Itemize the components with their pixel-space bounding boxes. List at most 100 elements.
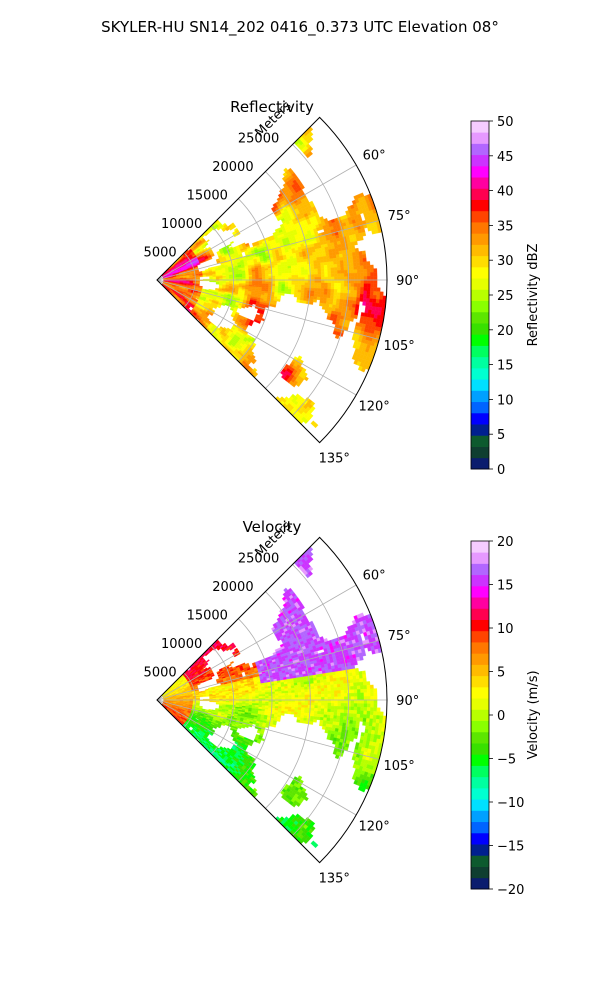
colorbar-swatch	[471, 424, 489, 436]
colorbar-swatch	[471, 563, 489, 575]
colorbar-swatch	[471, 833, 489, 845]
colorbar-swatch	[471, 379, 489, 391]
colorbar-swatch	[471, 844, 489, 856]
azimuth-tick-label: 60°	[363, 149, 386, 164]
colorbar-swatch	[471, 620, 489, 632]
azimuth-tick-label: 135°	[319, 871, 350, 886]
azimuth-tick-label: 120°	[358, 819, 389, 834]
colorbar-swatch	[471, 777, 489, 789]
colorbar-tick-label: −10	[497, 796, 524, 811]
colorbar-swatch	[471, 357, 489, 369]
colorbar-tick-label: 20	[497, 324, 514, 339]
colorbar-swatch	[471, 222, 489, 234]
range-tick-label: 5000	[144, 666, 177, 681]
azimuth-tick-label: 105°	[383, 339, 414, 354]
colorbar-swatch	[471, 810, 489, 822]
colorbar-tick-label: 35	[497, 219, 514, 234]
colorbar-tick-label: 15	[497, 579, 514, 594]
azimuth-tick-label: 135°	[319, 451, 350, 466]
colorbar-swatch	[471, 608, 489, 620]
colorbar-swatch	[471, 788, 489, 800]
colorbar-swatch	[471, 867, 489, 879]
colorbar-swatch	[471, 855, 489, 867]
colorbar-swatch	[471, 166, 489, 178]
colorbar-swatch	[471, 732, 489, 744]
azimuth-tick-label: 75°	[388, 209, 411, 224]
colorbar-swatch	[471, 121, 489, 133]
colorbar-swatch	[471, 278, 489, 290]
colorbar-label: Reflectivity dBZ	[526, 244, 541, 347]
colorbar-tick-label: 50	[497, 115, 514, 130]
colorbar-swatch	[471, 289, 489, 301]
colorbar-swatch	[471, 642, 489, 654]
colorbar-swatch	[471, 721, 489, 733]
range-tick-label: 10000	[161, 637, 202, 652]
colorbar-swatch	[471, 586, 489, 598]
colorbar-tick-label: 5	[497, 666, 505, 681]
colorbar-swatch	[471, 552, 489, 564]
colorbar-swatch	[471, 447, 489, 459]
colorbar-swatch	[471, 597, 489, 609]
colorbar-swatch	[471, 413, 489, 425]
colorbar-swatch	[471, 390, 489, 402]
colorbar-tick-label: −15	[497, 840, 524, 855]
colorbar-tick-label: 40	[497, 185, 514, 200]
colorbar-swatch	[471, 188, 489, 200]
colorbar-tick-label: 10	[497, 393, 514, 408]
colorbar-label: Velocity (m/s)	[526, 670, 541, 759]
azimuth-tick-label: 120°	[358, 399, 389, 414]
colorbar-tick-label: 25	[497, 289, 514, 304]
colorbar-tick-label: 0	[497, 463, 505, 478]
colorbar-swatch	[471, 664, 489, 676]
reflectivity-panel: Reflectivity50001000015000200002500060°7…	[144, 98, 541, 478]
colorbar-swatch	[471, 541, 489, 553]
colorbar-swatch	[471, 132, 489, 144]
colorbar-swatch	[471, 822, 489, 834]
colorbar-swatch	[471, 256, 489, 268]
colorbar-swatch	[471, 312, 489, 324]
colorbar-swatch	[471, 575, 489, 587]
colorbar-swatch	[471, 323, 489, 335]
colorbar-swatch	[471, 143, 489, 155]
colorbar-tick-label: −20	[497, 883, 524, 898]
colorbar-swatch	[471, 878, 489, 890]
colorbar-tick-label: 5	[497, 428, 505, 443]
range-tick-label: 20000	[212, 580, 253, 595]
colorbar-swatch	[471, 211, 489, 223]
azimuth-tick-label: 90°	[396, 274, 419, 289]
colorbar-swatch	[471, 766, 489, 778]
azimuth-tick-label: 60°	[363, 569, 386, 584]
colorbar-swatch	[471, 698, 489, 710]
colorbar-swatch	[471, 754, 489, 766]
colorbar-swatch	[471, 233, 489, 245]
colorbar-swatch	[471, 435, 489, 447]
azimuth-tick-label: 105°	[383, 759, 414, 774]
range-tick-label: 10000	[161, 217, 202, 232]
colorbar-swatch	[471, 200, 489, 212]
colorbar-swatch	[471, 368, 489, 380]
colorbar-swatch	[471, 155, 489, 167]
colorbar-tick-label: 15	[497, 359, 514, 374]
velocity-panel: Velocity50001000015000200002500060°75°90…	[144, 518, 541, 898]
range-tick-label: 20000	[212, 160, 253, 175]
colorbar-tick-label: −5	[497, 753, 516, 768]
colorbar-swatch	[471, 346, 489, 358]
colorbar-tick-label: 30	[497, 254, 514, 269]
colorbar-swatch	[471, 709, 489, 721]
range-tick-label: 5000	[144, 246, 177, 261]
figure-suptitle: SKYLER-HU SN14_202 0416_0.373 UTC Elevat…	[101, 18, 499, 37]
colorbar-swatch	[471, 676, 489, 688]
colorbar-swatch	[471, 743, 489, 755]
range-tick-label: 15000	[187, 609, 228, 624]
range-tick-label: 15000	[187, 189, 228, 204]
colorbar-tick-label: 0	[497, 709, 505, 724]
colorbar-swatch	[471, 244, 489, 256]
colorbar-tick-label: 20	[497, 535, 514, 550]
colorbar-swatch	[471, 653, 489, 665]
colorbar-swatch	[471, 458, 489, 470]
colorbar-swatch	[471, 687, 489, 699]
azimuth-tick-label: 75°	[388, 629, 411, 644]
colorbar-swatch	[471, 799, 489, 811]
